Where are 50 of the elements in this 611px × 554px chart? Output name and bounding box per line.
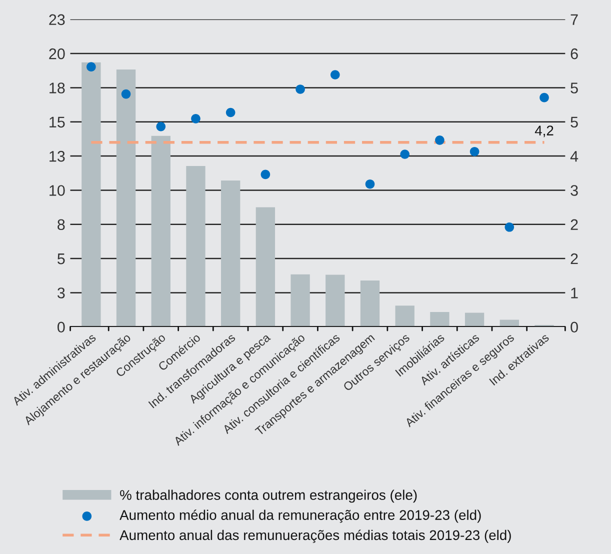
y-tick-label: 15	[50, 116, 65, 128]
y-tick-label: 18	[50, 82, 65, 94]
bar	[116, 70, 136, 327]
point	[121, 89, 131, 99]
y-tick-label: 20	[49, 48, 65, 60]
y2-tick-label: 2	[570, 219, 578, 230]
y2-tick-label: 3	[570, 185, 578, 196]
bar	[395, 306, 414, 327]
point	[86, 62, 96, 72]
bar	[151, 136, 170, 327]
y2-tick-label: 5	[570, 82, 578, 94]
y2-tick-label: 4	[570, 151, 578, 162]
point	[330, 70, 340, 80]
y-tick-label: 8	[58, 219, 65, 230]
legend-label: Aumento anual das remunuerações médias totais 2019-23 (eld)	[120, 530, 511, 543]
point	[296, 84, 305, 94]
bar	[186, 166, 206, 327]
y-tick-label: 3	[57, 288, 65, 298]
y-tick-label: 23	[49, 14, 65, 26]
point	[470, 146, 480, 156]
point	[435, 136, 444, 145]
point	[400, 150, 410, 159]
legend-label: Aumento médio anual da remuneração entre 2019-23 (eld)	[120, 510, 481, 523]
bar	[430, 312, 450, 327]
y2-tick-label: 6	[570, 48, 578, 60]
point	[191, 114, 200, 124]
legend-label: % trabalhadores conta outrem estrangeiros (ele)	[120, 490, 417, 503]
bar	[326, 274, 345, 327]
y2-tick-label: 0	[570, 322, 578, 333]
y2-tick-label: 5	[570, 116, 578, 128]
y-tick-label: 0	[58, 322, 65, 333]
bar	[360, 280, 380, 327]
bar	[221, 180, 240, 327]
bar	[290, 274, 310, 327]
y2-tick-label: 2	[570, 253, 578, 264]
point	[226, 108, 236, 118]
point	[156, 122, 166, 132]
bar	[82, 62, 101, 327]
point	[540, 92, 549, 102]
point	[365, 179, 375, 189]
y-tick-label: 13	[50, 150, 65, 162]
y-tick-label: 10	[50, 185, 65, 196]
bar	[256, 207, 276, 327]
point	[260, 170, 270, 180]
point	[504, 222, 514, 232]
y-tick-label: 5	[58, 254, 65, 264]
data-label: 4,2	[534, 126, 554, 138]
bar	[464, 312, 484, 327]
y2-tick-label: 1	[571, 288, 578, 298]
y2-tick-label: 7	[570, 14, 578, 25]
